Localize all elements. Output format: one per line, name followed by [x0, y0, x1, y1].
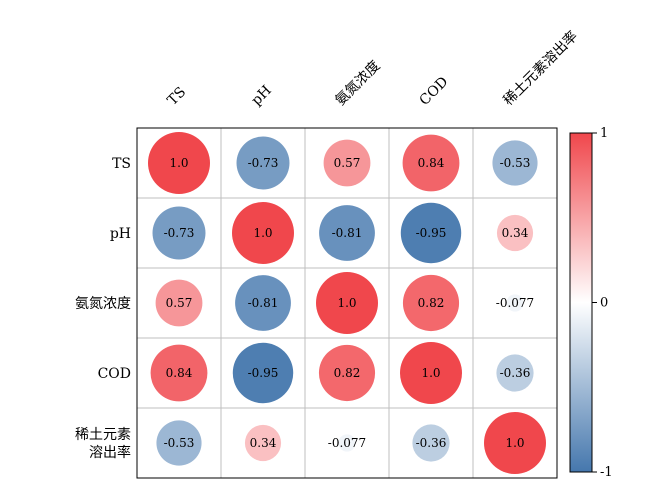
correlation-value-label: -0.95: [248, 366, 279, 380]
correlation-circle: [319, 205, 375, 261]
plot-border: [136, 127, 558, 479]
correlation-value-label: 1.0: [253, 226, 272, 240]
column-labels: TS pH 氨氮浓度 COD 稀土元素溶出率: [165, 28, 582, 109]
heatmap-cells: 1.0 -0.73 0.57 0.84 -0.53 -0.73 1.0 -0.81 -0.95 0…: [148, 132, 546, 474]
correlation-circle: [506, 294, 524, 312]
correlation-value-label: -0.53: [500, 156, 531, 170]
correlation-value-label: -0.53: [164, 436, 195, 450]
column-label: 氨氮浓度: [333, 58, 384, 109]
correlation-circle: [316, 272, 378, 334]
correlation-circle: [492, 140, 538, 186]
colorbar: 1 0 -1: [569, 126, 613, 480]
correlation-value-label: 0.57: [334, 156, 361, 170]
correlation-value-label: 1.0: [169, 156, 188, 170]
correlation-value-label: -0.81: [332, 226, 363, 240]
correlation-circle: [156, 420, 202, 466]
column-label: TS: [165, 84, 190, 109]
correlation-circle: [152, 206, 206, 260]
row-label: TS: [112, 156, 131, 172]
colorbar-tick-label: -1: [600, 465, 613, 480]
correlation-circle: [338, 434, 356, 452]
correlation-value-label: -0.95: [416, 226, 447, 240]
correlation-value-label: 1.0: [337, 296, 356, 310]
column-label: COD: [417, 74, 452, 109]
row-label: COD: [98, 366, 131, 382]
grid-lines: [137, 128, 557, 478]
correlation-value-label: -0.077: [328, 436, 366, 450]
correlation-circle: [155, 279, 203, 327]
correlation-circle: [148, 132, 210, 194]
colorbar-tick-label: 0: [600, 296, 608, 311]
correlation-circle: [318, 344, 376, 402]
row-labels: TS pH 氨氮浓度 COD 稀土元素溶出率: [75, 156, 131, 461]
correlation-value-label: -0.73: [248, 156, 279, 170]
row-label: 稀土元素: [75, 427, 131, 443]
correlation-value-label: -0.36: [416, 436, 447, 450]
correlation-circle: [323, 139, 371, 187]
column-label: 稀土元素溶出率: [500, 28, 581, 109]
correlation-circle: [235, 275, 291, 331]
row-label: 氨氮浓度: [75, 296, 131, 312]
correlation-value-label: -0.73: [164, 226, 195, 240]
correlation-value-label: -0.36: [500, 366, 531, 380]
correlation-circle: [232, 342, 294, 404]
correlation-circle: [496, 354, 534, 392]
row-label: 溶出率: [89, 444, 131, 461]
correlation-value-label: 0.34: [502, 226, 529, 240]
correlation-circle: [232, 202, 294, 264]
column-label: pH: [249, 83, 275, 109]
correlation-circle: [400, 342, 462, 404]
correlation-value-label: 0.82: [418, 296, 445, 310]
correlation-circle: [400, 202, 462, 264]
row-label: pH: [110, 226, 131, 242]
colorbar-gradient: [569, 132, 593, 473]
correlation-value-label: 0.57: [166, 296, 193, 310]
correlation-circle: [244, 424, 282, 462]
correlation-circle: [402, 274, 460, 332]
correlation-value-label: -0.81: [248, 296, 279, 310]
correlation-value-label: 1.0: [421, 366, 440, 380]
correlation-value-label: 1.0: [505, 436, 524, 450]
correlation-value-label: 0.82: [334, 366, 361, 380]
correlation-circle: [412, 424, 450, 462]
correlation-value-label: 0.84: [166, 366, 193, 380]
colorbar-tick-label: 1: [600, 126, 608, 141]
correlation-value-label: 0.84: [418, 156, 445, 170]
correlation-circle: [402, 134, 460, 192]
correlation-value-label: 0.34: [250, 436, 277, 450]
correlation-circle: [484, 412, 546, 474]
correlation-circle: [496, 214, 534, 252]
correlation-value-label: -0.077: [496, 296, 534, 310]
correlation-circle: [236, 136, 290, 190]
correlation-circle: [150, 344, 208, 402]
